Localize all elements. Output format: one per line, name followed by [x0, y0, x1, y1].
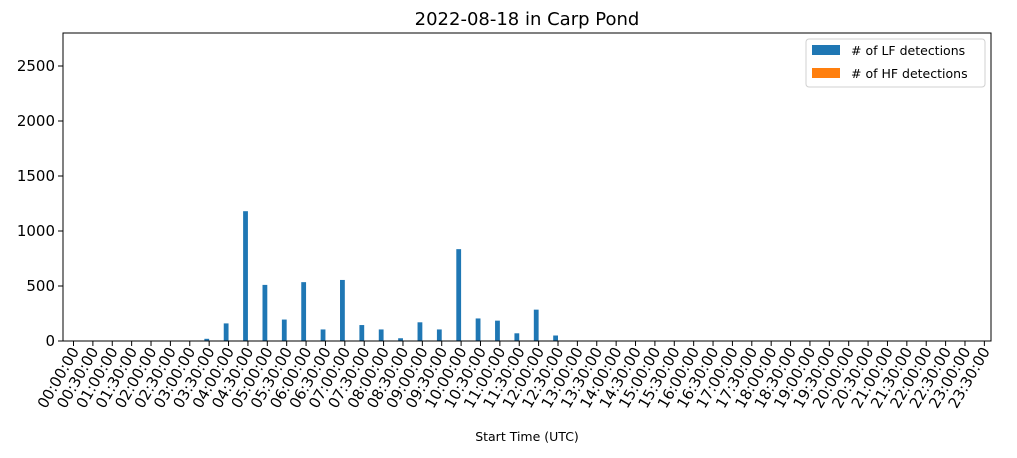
legend-swatch-hf	[812, 68, 840, 78]
bar-lf-040000	[223, 323, 229, 341]
y-tick-label: 0	[45, 332, 55, 350]
x-axis: 00:00:0000:30:0001:00:0001:30:0002:00:00…	[34, 341, 994, 411]
legend-box	[805, 38, 986, 88]
y-axis: 0 500 1000 1500 2000 2500	[17, 57, 63, 350]
bar-lf-060000	[301, 282, 307, 341]
y-tick-label: 1500	[17, 167, 55, 185]
y-tick-label: 1000	[17, 222, 55, 240]
bar-lf-120000	[533, 309, 539, 341]
bar-lf-090000	[417, 322, 423, 341]
legend-label-lf: # of LF detections	[851, 43, 965, 58]
bar-lf-080000	[378, 329, 384, 341]
plot-frame	[62, 32, 992, 342]
bar-lf-053000	[281, 319, 287, 341]
legend: # of LF detections # of HF detections	[805, 38, 986, 88]
legend-label-hf: # of HF detections	[851, 66, 968, 81]
chart-title: 2022-08-18 in Carp Pond	[415, 9, 640, 30]
bar-lf-043000	[243, 211, 248, 341]
bar-lf-050000	[262, 284, 268, 341]
bar-lf-093000	[436, 329, 442, 341]
bar-lf-103000	[475, 318, 481, 341]
y-tick-label: 2500	[17, 57, 55, 75]
plot-area	[204, 211, 558, 341]
bar-lf-100000	[456, 249, 462, 341]
bar-lf-073000	[359, 325, 365, 341]
bar-lf-033000	[204, 338, 210, 341]
y-tick-label: 500	[26, 277, 55, 295]
bar-lf-063000	[320, 329, 326, 341]
bar-lf-110000	[495, 320, 500, 341]
legend-swatch-lf	[812, 45, 840, 55]
y-tick-label: 2000	[17, 112, 55, 130]
bar-lf-123000	[553, 335, 558, 341]
x-axis-label: Start Time (UTC)	[475, 429, 579, 444]
bar-lf-070000	[340, 279, 345, 341]
bar-lf-083000	[398, 338, 403, 341]
bar-lf-113000	[514, 333, 520, 341]
